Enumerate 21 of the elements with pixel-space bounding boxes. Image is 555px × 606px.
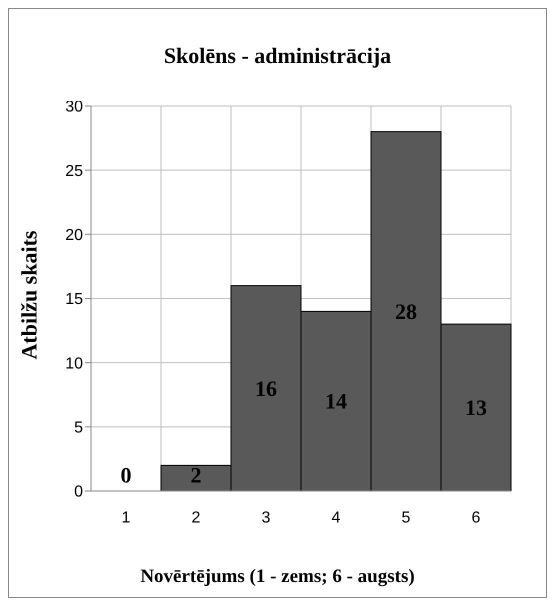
- data-label: 0: [120, 462, 132, 488]
- x-tick-label: 6: [472, 509, 481, 526]
- chart-title: Skolēns - administrācija: [162, 43, 392, 69]
- x-tick-label: 1: [122, 509, 131, 526]
- data-label: 16: [255, 376, 277, 401]
- y-tick-label: 25: [65, 162, 84, 180]
- x-tick-label: 3: [262, 509, 271, 526]
- data-label: 28: [395, 298, 417, 324]
- y-tick-label: 10: [65, 355, 84, 372]
- x-tick-label: 2: [192, 509, 201, 526]
- y-axis-title: Atbilžu skaits: [16, 230, 42, 360]
- data-label: 2: [190, 462, 202, 488]
- x-axis-title: Novērtējums (1 - zems; 6 - augsts): [139, 566, 416, 588]
- y-tick-label: 20: [65, 227, 84, 244]
- y-tick-label: 5: [74, 420, 84, 437]
- y-tick-label: 0: [74, 484, 84, 501]
- x-tick-label: 5: [402, 509, 411, 526]
- data-label: 13: [465, 395, 487, 420]
- y-tick-label: 15: [65, 291, 84, 308]
- x-tick-label: 4: [332, 509, 341, 526]
- data-label: 14: [325, 388, 347, 414]
